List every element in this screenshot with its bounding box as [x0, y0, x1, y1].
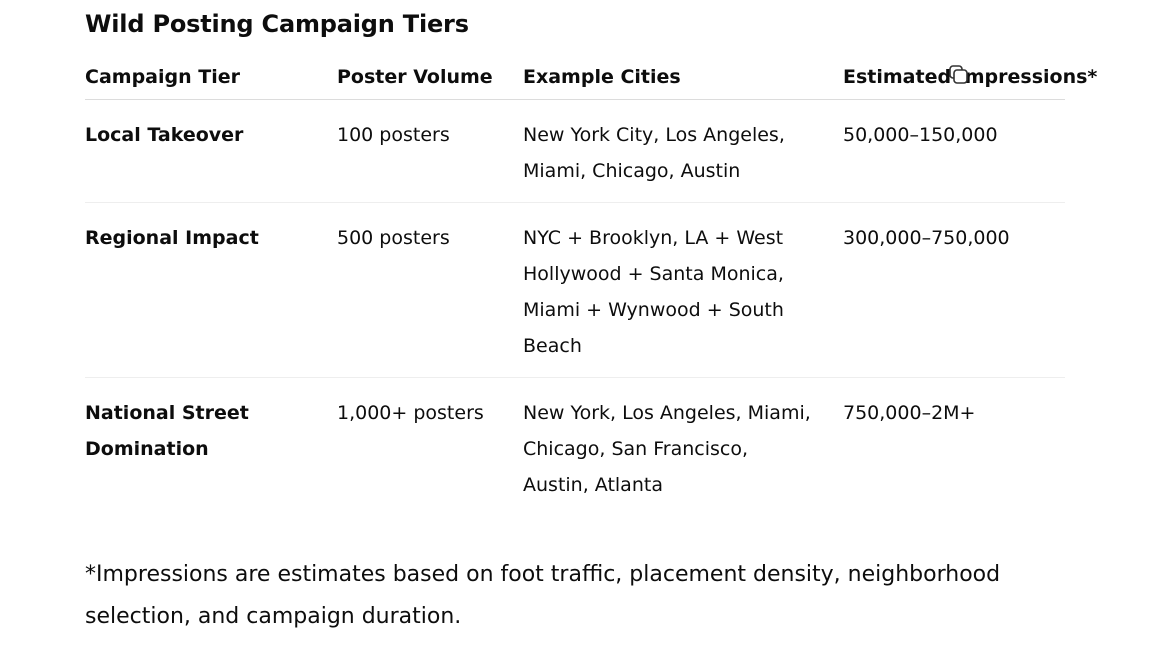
cell-cities: NYC + Brooklyn, LA + West Hollywood + Sa…	[523, 227, 784, 357]
copy-icon[interactable]	[947, 63, 971, 87]
cell-impressions: 300,000–750,000	[843, 227, 1010, 249]
cell-volume: 100 posters	[337, 124, 450, 146]
footnote: *Impressions are estimates based on foot…	[85, 562, 1001, 629]
header-poster-volume: Poster Volume	[337, 66, 493, 88]
table-row: Regional Impact 500 posters NYC + Brookl…	[85, 203, 1065, 378]
table-header: Campaign Tier Poster Volume Example Citi…	[85, 58, 1098, 100]
header-example-cities: Example Cities	[523, 66, 681, 88]
tiers-table: Campaign Tier Poster Volume Example Citi…	[85, 58, 1098, 498]
cell-volume: 500 posters	[337, 227, 450, 249]
cell-tier: Local Takeover	[85, 124, 244, 146]
cell-cities: New York, Los Angeles, Miami, Chicago, S…	[523, 402, 811, 496]
table-row: Local Takeover 100 posters New York City…	[85, 100, 1065, 203]
cell-cities: New York City, Los Angeles, Miami, Chica…	[523, 124, 785, 182]
cell-tier: Regional Impact	[85, 227, 259, 249]
cell-impressions: 750,000–2M+	[843, 402, 976, 424]
cell-tier: National Street Domination	[85, 402, 249, 460]
header-estimated-impressions: Estimated Impressions*	[843, 66, 1098, 88]
table-row: National Street Domination 1,000+ poster…	[85, 378, 1065, 498]
cell-volume: 1,000+ posters	[337, 402, 484, 424]
header-campaign-tier: Campaign Tier	[85, 66, 240, 88]
cell-impressions: 50,000–150,000	[843, 124, 998, 146]
page-title: Wild Posting Campaign Tiers	[85, 10, 469, 38]
